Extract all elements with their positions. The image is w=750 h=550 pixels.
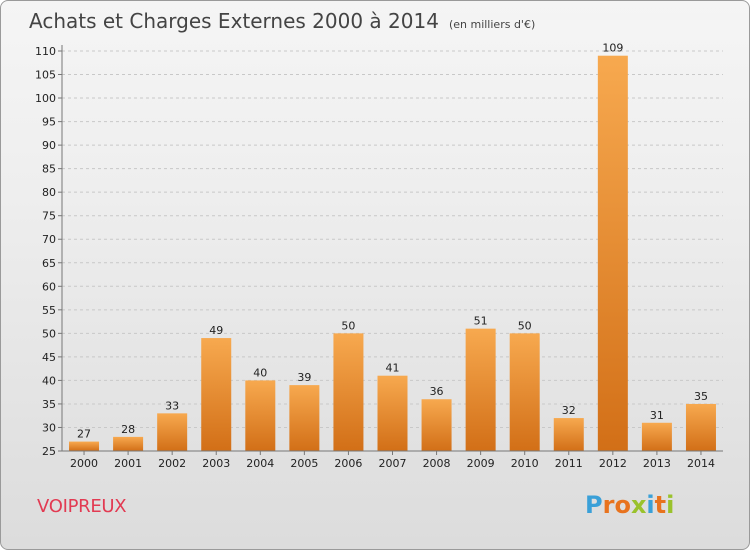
title-line: Achats et Charges Externes 2000 à 2014 (e… (29, 9, 535, 33)
bar (641, 422, 672, 451)
bar (245, 380, 276, 451)
logo-letter: i (666, 491, 675, 519)
value-label: 51 (474, 315, 488, 328)
x-tick-label: 2003 (202, 457, 230, 470)
bar (333, 333, 364, 451)
axes: 25 30 35 40 45 50 55 60 65 70 75 80 85 90 95 100 105 110 2… (35, 45, 723, 470)
x-tick-label: 2001 (114, 457, 142, 470)
value-label: 27 (77, 428, 91, 441)
bar (597, 55, 628, 452)
chart-title: Achats et Charges Externes 2000 à 2014 (29, 9, 439, 33)
bar (157, 413, 188, 451)
bars: 27 28 33 49 40 39 50 41 36 51 50 32 109 31 35 (69, 42, 716, 452)
y-tick-label: 80 (42, 186, 56, 199)
x-tick-label: 2009 (467, 457, 495, 470)
bar (465, 328, 496, 451)
commune-name: VOIPREUX (37, 496, 127, 517)
bar (113, 436, 144, 451)
bar (685, 403, 716, 451)
value-label: 40 (253, 366, 267, 379)
value-label: 36 (430, 385, 444, 398)
logo-letter: o (614, 491, 631, 519)
x-tick-label: 2004 (246, 457, 274, 470)
value-label: 49 (209, 324, 223, 337)
y-tick-label: 85 (42, 163, 56, 176)
proxiti-logo: Proxiti (585, 491, 674, 519)
y-tick-label: 35 (42, 398, 56, 411)
y-tick-label: 90 (42, 139, 56, 152)
bar (421, 399, 452, 451)
y-tick-label: 45 (42, 351, 56, 364)
y-tick-label: 105 (35, 69, 56, 82)
x-tick-label: 2011 (555, 457, 583, 470)
y-tick-label: 110 (35, 45, 56, 58)
logo-letter: r (602, 491, 615, 519)
y-tick-label: 65 (42, 257, 56, 270)
bar (289, 385, 320, 451)
value-label: 31 (650, 409, 664, 422)
x-tick-label: 2000 (70, 457, 98, 470)
y-tick-label: 50 (42, 327, 56, 340)
x-tick-label: 2013 (643, 457, 671, 470)
x-tick-label: 2006 (334, 457, 362, 470)
y-tick-label: 70 (42, 233, 56, 246)
value-label: 41 (386, 362, 400, 375)
x-tick-label: 2005 (290, 457, 318, 470)
x-tick-label: 2002 (158, 457, 186, 470)
y-tick-label: 60 (42, 280, 56, 293)
value-label: 35 (694, 390, 708, 403)
x-tick-label: 2008 (423, 457, 451, 470)
value-label: 33 (165, 399, 179, 412)
y-tick-label: 100 (35, 92, 56, 105)
y-tick-label: 40 (42, 374, 56, 387)
bar (69, 441, 100, 451)
logo-letter: P (585, 491, 603, 519)
x-tick-label: 2012 (599, 457, 627, 470)
logo-letter: i (646, 491, 655, 519)
value-label: 28 (121, 423, 135, 436)
bar (377, 375, 408, 451)
bar (553, 418, 584, 451)
logo-letter: t (654, 491, 667, 519)
x-tick-label: 2014 (687, 457, 715, 470)
value-label: 50 (518, 319, 532, 332)
y-tick-label: 25 (42, 445, 56, 458)
bar (509, 333, 540, 451)
logo-letter: x (630, 491, 647, 519)
y-tick-label: 30 (42, 421, 56, 434)
y-tick-label: 95 (42, 116, 56, 129)
value-label: 109 (602, 42, 623, 55)
bar (201, 338, 232, 451)
y-tick-label: 75 (42, 210, 56, 223)
x-tick-label: 2010 (511, 457, 539, 470)
chart-subtitle: (en milliers d'€) (448, 18, 536, 31)
value-label: 39 (297, 371, 311, 384)
value-label: 50 (341, 319, 355, 332)
x-tick-label: 2007 (379, 457, 407, 470)
y-tick-label: 55 (42, 304, 56, 317)
value-label: 32 (562, 404, 576, 417)
